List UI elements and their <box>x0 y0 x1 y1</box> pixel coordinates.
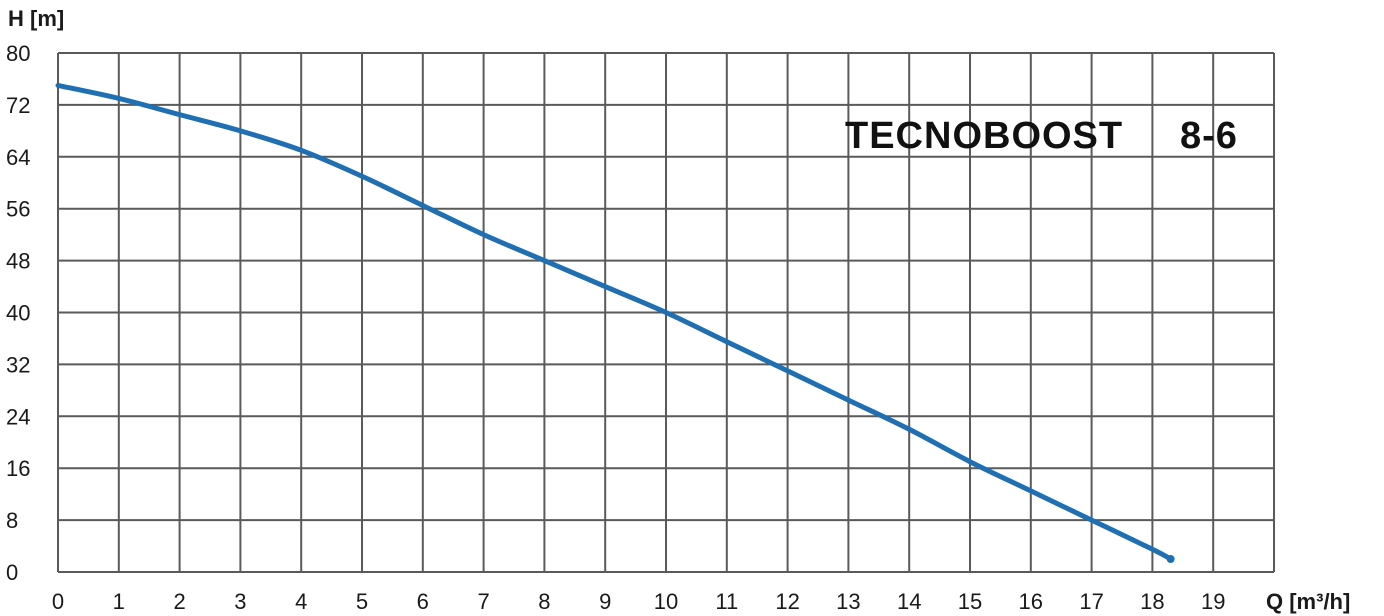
chart-title: TECNOBOOST 8-6 <box>845 115 1238 157</box>
x-tick-label: 11 <box>715 589 738 614</box>
x-tick-label: 4 <box>295 589 307 614</box>
brand-name: TECNOBOOST <box>845 115 1123 157</box>
y-tick-label: 32 <box>6 352 30 377</box>
x-tick-label: 17 <box>1079 589 1103 614</box>
y-tick-label: 64 <box>6 145 30 170</box>
y-tick-label: 0 <box>6 560 18 585</box>
x-tick-label: 2 <box>173 589 185 614</box>
y-tick-label: 72 <box>6 93 30 118</box>
x-tick-label: 6 <box>417 589 429 614</box>
model-number: 8-6 <box>1180 115 1238 157</box>
x-tick-label: 0 <box>52 589 64 614</box>
x-tick-label: 1 <box>113 589 125 614</box>
x-tick-label: 12 <box>775 589 799 614</box>
curve-data-point <box>421 203 425 207</box>
curve-data-point <box>238 129 242 133</box>
y-tick-labels: 0 8 16 24 32 40 48 56 64 72 80 <box>6 41 30 585</box>
curve-data-point <box>786 369 790 373</box>
x-tick-label: 18 <box>1140 589 1164 614</box>
y-tick-label: 16 <box>6 456 30 481</box>
curve-data-point <box>482 233 486 237</box>
curve-data-point <box>117 96 121 100</box>
x-tick-label: 19 <box>1201 589 1225 614</box>
curve-data-point <box>907 427 911 431</box>
curve-data-point <box>1029 489 1033 493</box>
x-tick-label: 5 <box>356 589 368 614</box>
x-tick-labels: 0 1 2 3 4 5 6 7 8 9 10 11 12 13 14 15 16 17 18 19 <box>52 589 1226 614</box>
curve-data-point <box>360 174 364 178</box>
x-tick-label: 16 <box>1019 589 1043 614</box>
x-tick-label: 14 <box>897 589 921 614</box>
y-tick-label: 24 <box>6 404 30 429</box>
x-tick-label: 9 <box>599 589 611 614</box>
curve-data-point <box>1150 547 1154 551</box>
grid <box>57 52 1275 573</box>
x-tick-label: 10 <box>654 589 678 614</box>
x-tick-label: 7 <box>477 589 489 614</box>
x-tick-label: 13 <box>836 589 860 614</box>
curve-data-point <box>299 148 303 152</box>
y-axis-title: H [m] <box>8 6 64 31</box>
curve-data-point <box>56 83 60 87</box>
curve-data-point <box>603 285 607 289</box>
curve-data-point <box>664 311 668 314</box>
curve-end-point <box>1166 555 1175 564</box>
y-tick-label: 80 <box>6 41 30 66</box>
x-axis-title: Q [m³/h] <box>1266 589 1350 614</box>
y-tick-label: 56 <box>6 197 30 222</box>
curve-data-point <box>725 340 729 344</box>
x-tick-label: 3 <box>234 589 246 614</box>
curve-data-point <box>178 113 182 117</box>
x-tick-label: 15 <box>958 589 982 614</box>
curve-data-point <box>846 398 850 402</box>
y-tick-label: 40 <box>6 301 30 326</box>
curve-data-point <box>1090 518 1094 522</box>
y-tick-label: 8 <box>6 508 18 533</box>
curve-data-point <box>542 259 546 263</box>
curve-data-point <box>968 460 972 464</box>
y-tick-label: 48 <box>6 249 30 274</box>
x-tick-label: 8 <box>538 589 550 614</box>
curve-layer <box>55 82 1175 564</box>
pump-curve-line <box>55 82 1174 562</box>
